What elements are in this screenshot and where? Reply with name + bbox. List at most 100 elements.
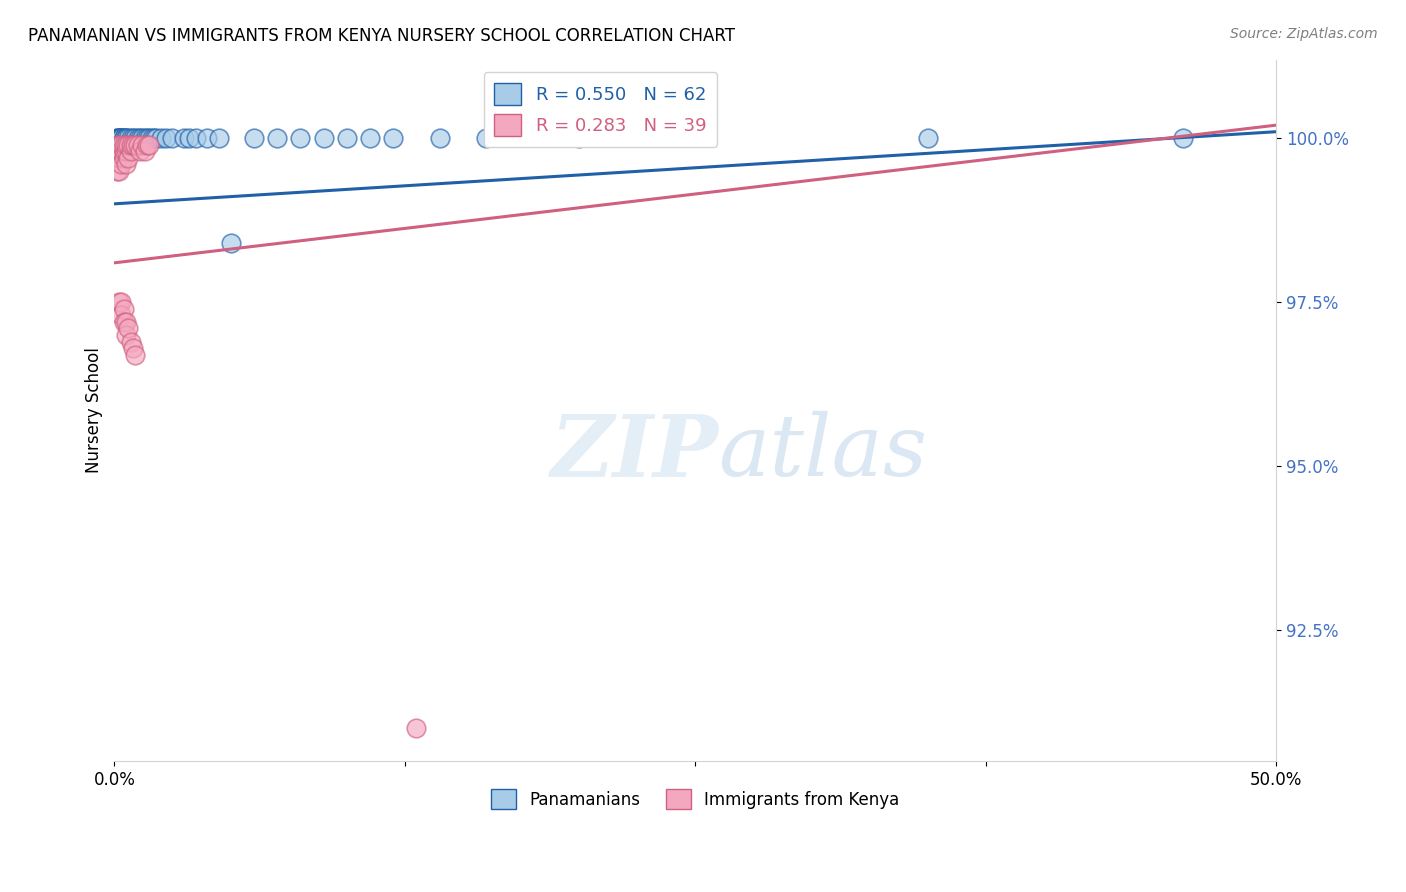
- Point: [243, 131, 266, 145]
- Point: [115, 137, 138, 152]
- Point: [134, 131, 156, 145]
- Point: [110, 308, 132, 322]
- Point: [115, 315, 138, 329]
- Point: [105, 137, 128, 152]
- Point: [136, 137, 159, 152]
- Point: [127, 131, 149, 145]
- Point: [115, 131, 138, 145]
- Point: [138, 137, 160, 152]
- Point: [112, 131, 135, 145]
- Point: [136, 131, 159, 145]
- Point: [149, 131, 172, 145]
- Point: [127, 137, 149, 152]
- Y-axis label: Nursery School: Nursery School: [86, 347, 103, 474]
- Point: [568, 131, 591, 145]
- Point: [173, 131, 195, 145]
- Point: [105, 137, 128, 152]
- Point: [131, 137, 153, 152]
- Point: [110, 137, 132, 152]
- Point: [124, 131, 146, 145]
- Point: [110, 131, 132, 145]
- Point: [112, 301, 135, 316]
- Point: [110, 145, 132, 159]
- Point: [177, 131, 200, 145]
- Point: [110, 131, 132, 145]
- Point: [117, 137, 139, 152]
- Text: ZIP: ZIP: [551, 410, 718, 494]
- Point: [312, 131, 335, 145]
- Point: [429, 131, 451, 145]
- Point: [219, 236, 242, 251]
- Point: [131, 131, 153, 145]
- Point: [108, 137, 131, 152]
- Point: [138, 131, 160, 145]
- Point: [117, 151, 139, 165]
- Point: [112, 315, 135, 329]
- Point: [112, 137, 135, 152]
- Point: [290, 131, 312, 145]
- Point: [208, 131, 231, 145]
- Point: [195, 131, 218, 145]
- Point: [122, 341, 145, 355]
- Point: [120, 334, 142, 349]
- Point: [129, 131, 152, 145]
- Point: [129, 145, 152, 159]
- Point: [117, 137, 139, 152]
- Point: [110, 131, 132, 145]
- Point: [108, 131, 131, 145]
- Point: [112, 131, 135, 145]
- Point: [184, 131, 207, 145]
- Point: [115, 145, 138, 159]
- Point: [122, 137, 145, 152]
- Point: [110, 137, 132, 152]
- Point: [115, 137, 138, 152]
- Point: [108, 295, 131, 310]
- Point: [266, 131, 288, 145]
- Point: [336, 131, 359, 145]
- Point: [112, 145, 135, 159]
- Point: [141, 131, 163, 145]
- Point: [120, 137, 142, 152]
- Point: [108, 164, 131, 178]
- Point: [359, 131, 381, 145]
- Point: [108, 151, 131, 165]
- Point: [405, 721, 427, 735]
- Point: [115, 145, 138, 159]
- Point: [162, 131, 184, 145]
- Point: [120, 137, 142, 152]
- Point: [110, 145, 132, 159]
- Point: [105, 131, 128, 145]
- Point: [120, 131, 142, 145]
- Point: [155, 131, 177, 145]
- Point: [917, 131, 939, 145]
- Point: [105, 164, 128, 178]
- Point: [105, 145, 128, 159]
- Point: [112, 137, 135, 152]
- Point: [112, 137, 135, 152]
- Text: Source: ZipAtlas.com: Source: ZipAtlas.com: [1230, 27, 1378, 41]
- Point: [122, 131, 145, 145]
- Point: [108, 131, 131, 145]
- Text: PANAMANIAN VS IMMIGRANTS FROM KENYA NURSERY SCHOOL CORRELATION CHART: PANAMANIAN VS IMMIGRANTS FROM KENYA NURS…: [28, 27, 735, 45]
- Point: [127, 137, 149, 152]
- Point: [124, 348, 146, 362]
- Point: [108, 137, 131, 152]
- Point: [475, 131, 498, 145]
- Point: [112, 151, 135, 165]
- Text: atlas: atlas: [718, 411, 928, 494]
- Point: [122, 137, 145, 152]
- Point: [110, 137, 132, 152]
- Point: [124, 137, 146, 152]
- Point: [115, 137, 138, 152]
- Point: [117, 321, 139, 335]
- Point: [108, 137, 131, 152]
- Point: [142, 131, 165, 145]
- Point: [382, 131, 405, 145]
- Point: [117, 137, 139, 152]
- Point: [145, 131, 167, 145]
- Point: [105, 131, 128, 145]
- Point: [120, 145, 142, 159]
- Point: [112, 145, 135, 159]
- Point: [115, 131, 138, 145]
- Point: [134, 145, 156, 159]
